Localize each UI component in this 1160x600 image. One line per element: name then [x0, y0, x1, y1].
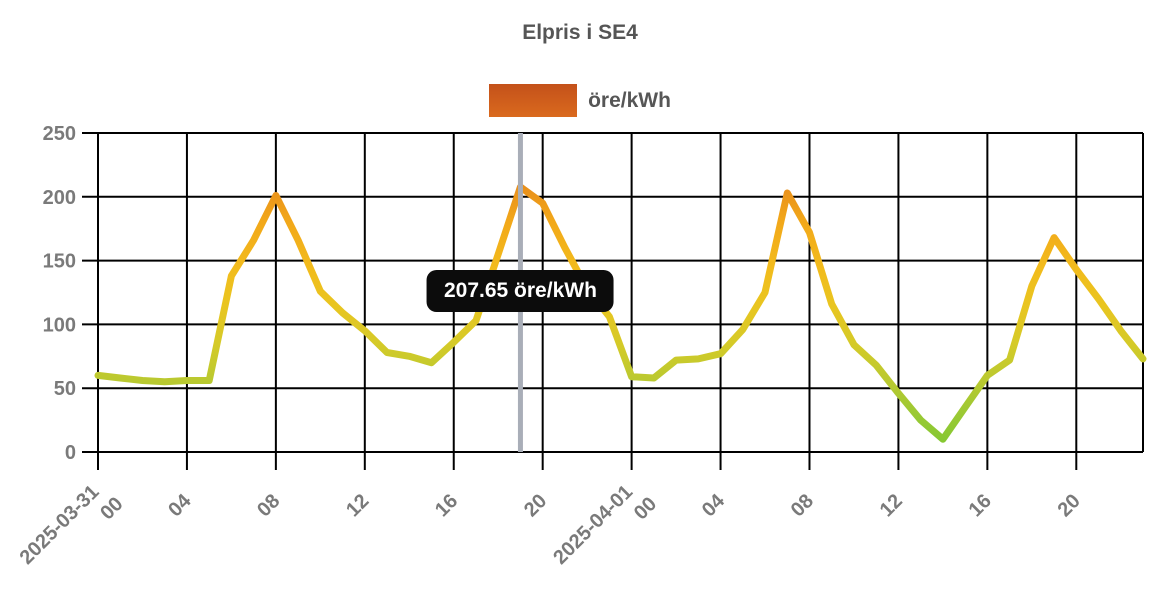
x-tick-label: 08	[787, 490, 818, 521]
x-tick-date-label: 2025-03-31	[16, 481, 104, 569]
x-tick-label: 20	[520, 490, 551, 521]
y-tick-label: 100	[43, 314, 76, 336]
x-tick-label: 04	[698, 489, 730, 521]
legend-label: öre/kWh	[588, 88, 671, 112]
x-tick-label: 16	[431, 490, 462, 521]
legend: öre/kWh	[0, 84, 1160, 117]
x-tick-label: 12	[876, 490, 907, 521]
x-tick-date-label: 2025-04-01	[549, 481, 637, 569]
price-tooltip: 207.65 öre/kWh	[426, 270, 614, 312]
x-tick-label: 16	[965, 490, 996, 521]
y-tick-label: 0	[65, 442, 76, 464]
x-tick-label: 20	[1054, 490, 1085, 521]
grid	[82, 132, 1144, 470]
x-tick-label: 12	[342, 490, 373, 521]
y-tick-label: 50	[54, 378, 76, 400]
x-tick-label: 08	[253, 490, 284, 521]
legend-swatch	[489, 84, 578, 117]
x-tick-label: 04	[164, 489, 196, 521]
y-tick-label: 200	[43, 187, 76, 209]
price-line	[94, 183, 1147, 443]
y-tick-label: 250	[43, 123, 76, 145]
chart-title: Elpris i SE4	[522, 21, 638, 44]
y-tick-label: 150	[43, 251, 76, 273]
